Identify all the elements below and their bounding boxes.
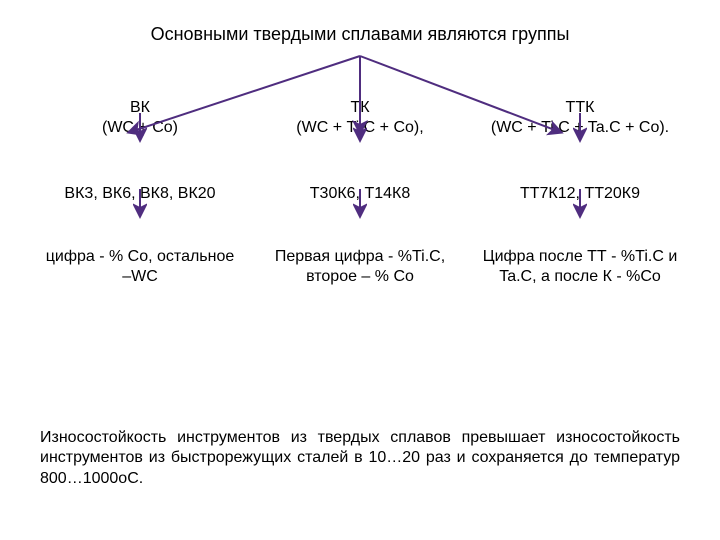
slide: Основными твердыми сплавами являются гру…: [0, 0, 720, 540]
rule-ttk: Цифра после ТТ - %Ti.C и Ta.C, а после К…: [480, 247, 680, 317]
footer-paragraph: Износостойкость инструментов из твердых …: [40, 428, 680, 490]
col-ttk: ТТК (WС + Ti.C + Ta.C + Сo). ТТ7К12, ТТ2…: [480, 95, 680, 317]
columns-wrap: ВК (WС + Сo) ВК3, ВК6, ВК8, ВК20 цифра -…: [40, 95, 680, 317]
arrow-vk-2: [139, 187, 141, 217]
rule-vk: цифра - % Со, остальное –WC: [40, 247, 240, 317]
arrow-tk-2: [359, 187, 361, 217]
arrow-ttk-1: [579, 111, 581, 141]
rule-tk: Первая цифра - %Ti.C, второе – % Со: [260, 247, 460, 317]
col-vk: ВК (WС + Сo) ВК3, ВК6, ВК8, ВК20 цифра -…: [40, 95, 240, 317]
rule-ttk-text: Цифра после ТТ - %Ti.C и Ta.C, а после К…: [480, 247, 680, 287]
arrow-tk-1: [359, 111, 361, 141]
rule-vk-text: цифра - % Со, остальное –WC: [40, 247, 240, 287]
slide-title: Основными твердыми сплавами являются гру…: [40, 24, 680, 45]
arrow-vk-1: [139, 111, 141, 141]
arrow-ttk-2: [579, 187, 581, 217]
col-tk: ТК (WС + Ti.C + Сo), Т30К6, Т14К8 Первая…: [260, 95, 460, 317]
rule-tk-text: Первая цифра - %Ti.C, второе – % Со: [260, 247, 460, 287]
